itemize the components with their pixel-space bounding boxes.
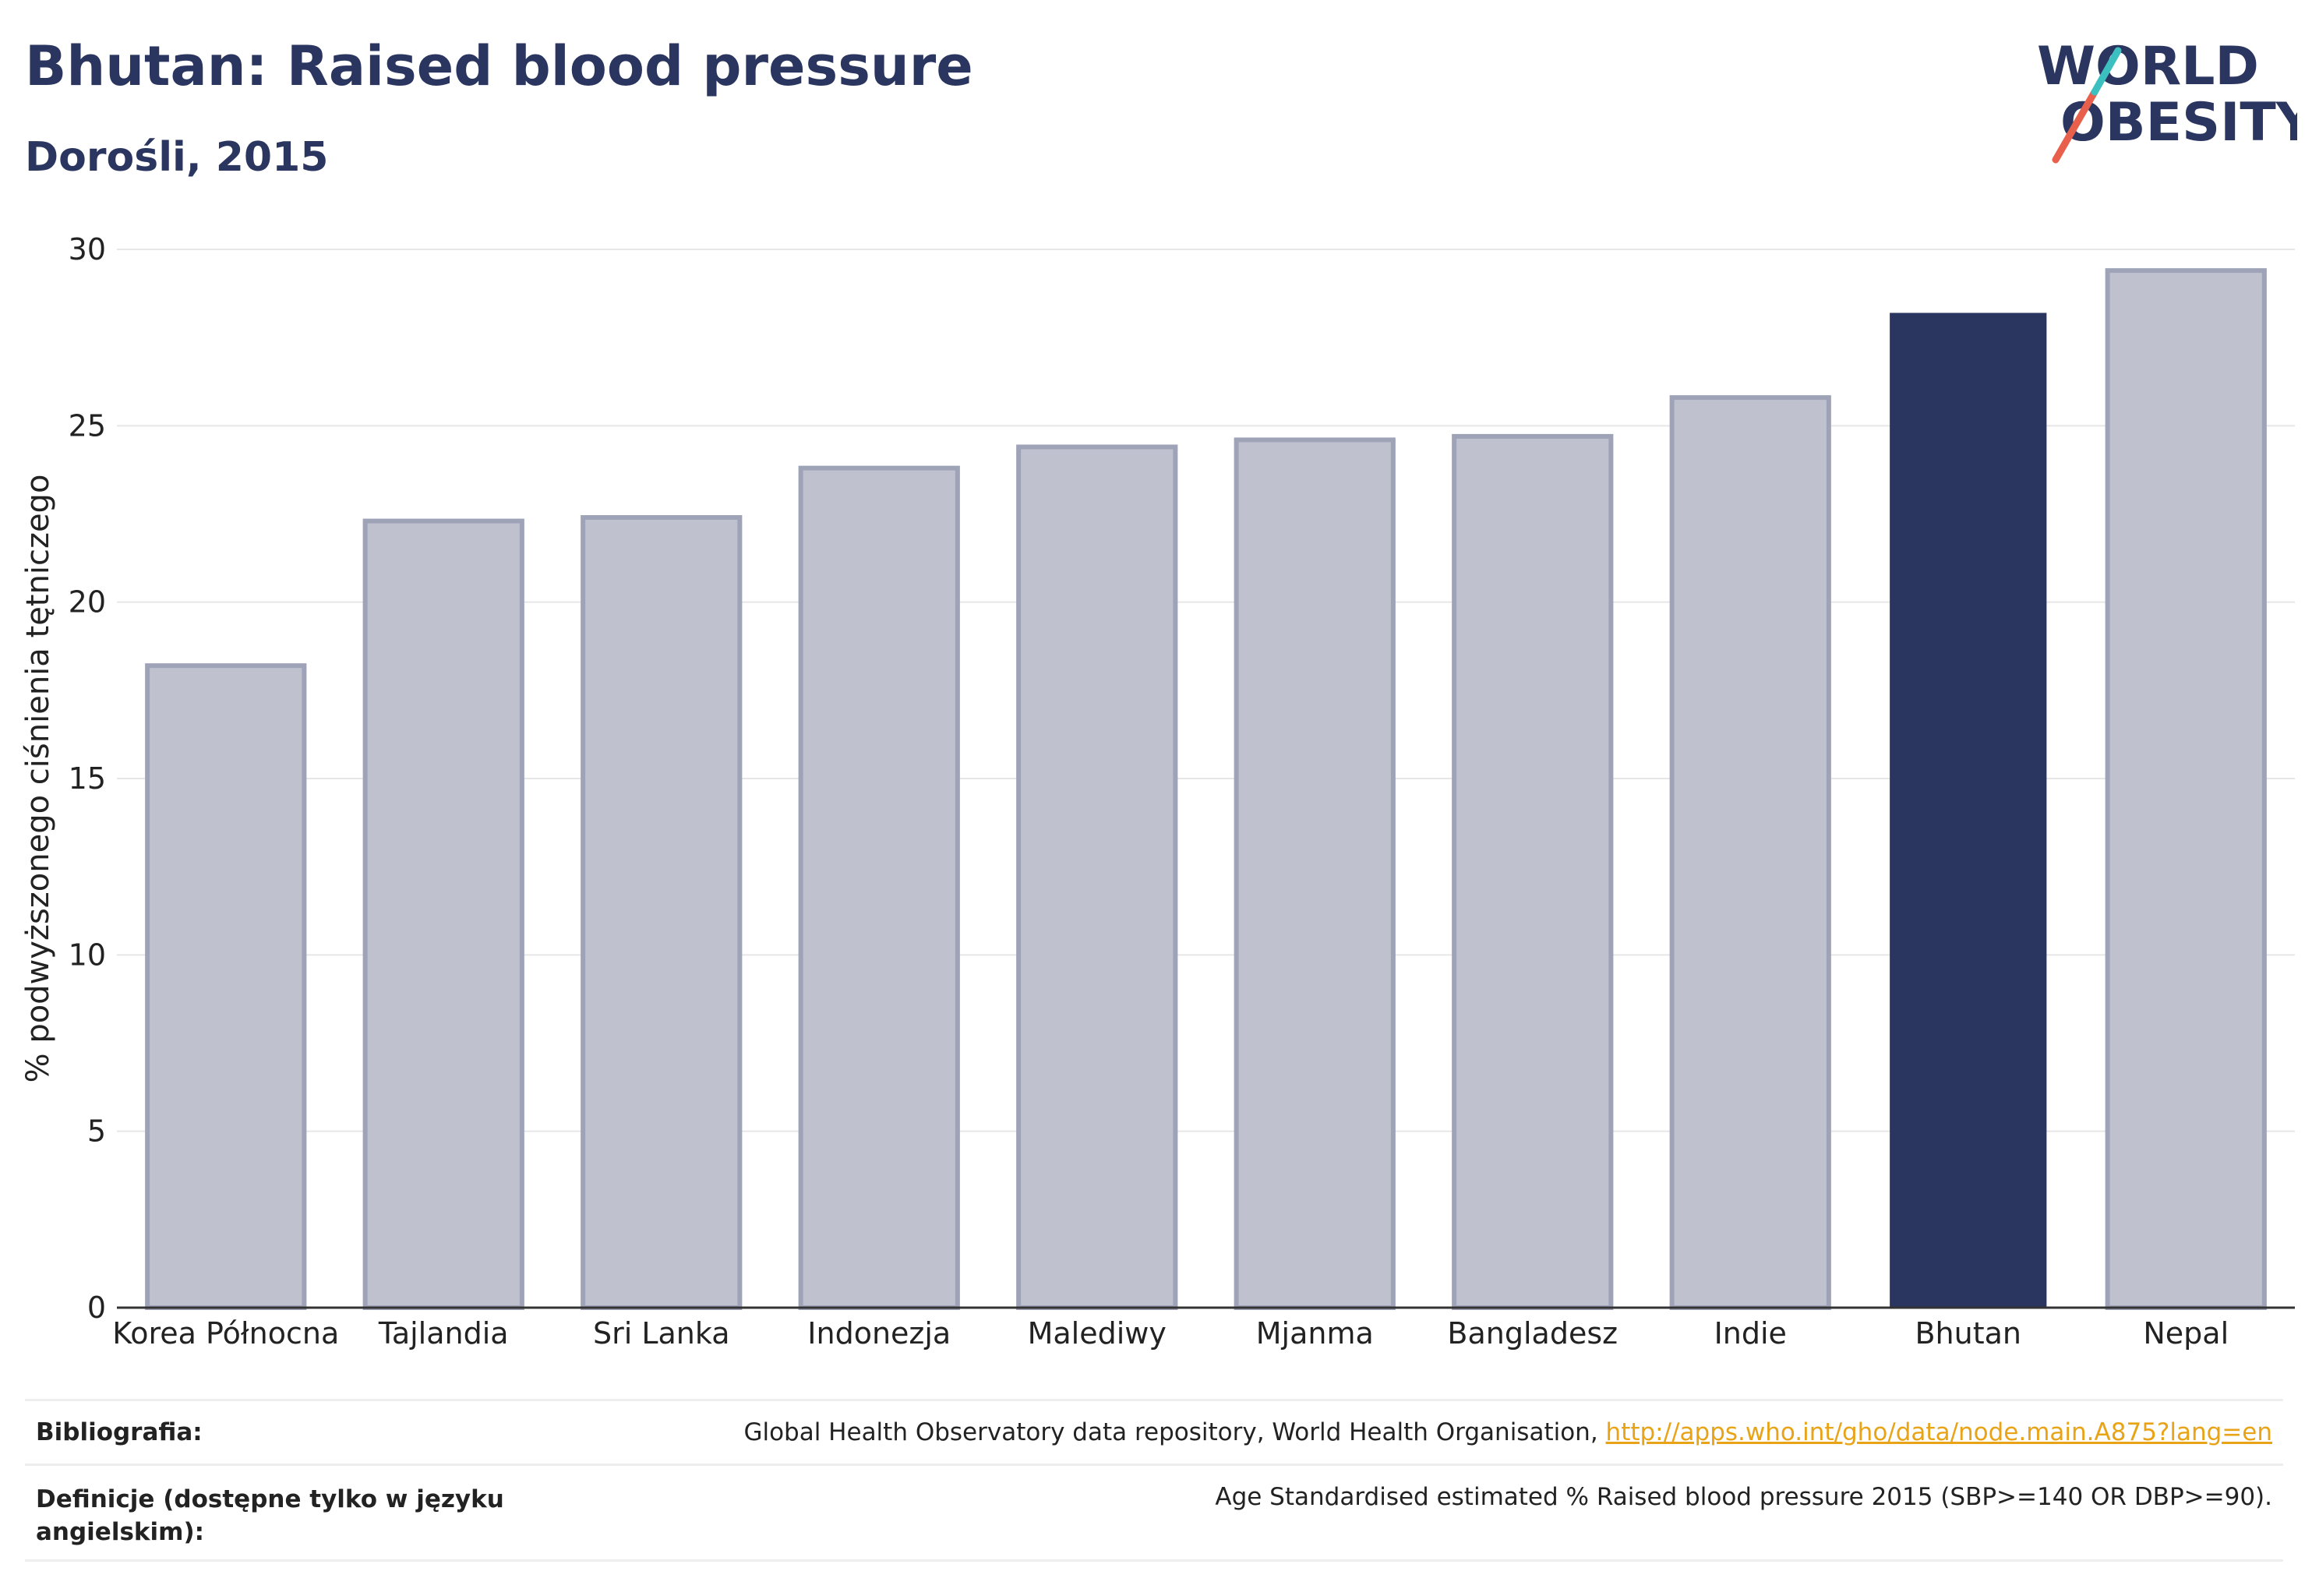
- x-tick-labels: Korea Północna Tajlandia Sri Lanka Indonezj…: [112, 1316, 2229, 1351]
- bars: [145, 268, 2267, 1311]
- y-tick-label: 20: [69, 585, 106, 620]
- y-tick-label: 25: [69, 408, 106, 443]
- y-tick-label: 5: [87, 1114, 106, 1149]
- x-tick-label: Nepal: [2143, 1316, 2229, 1351]
- bar-indonezja[interactable]: [798, 465, 960, 1310]
- x-tick-label: Korea Północna: [112, 1316, 339, 1351]
- chart-title: Bhutan: Raised blood pressure: [25, 34, 973, 98]
- source-label: Bibliografia:: [36, 1418, 203, 1446]
- source-text: Global Health Observatory data repositor…: [743, 1418, 1606, 1446]
- x-tick-label: Bhutan: [1915, 1316, 2021, 1351]
- y-tick-label: 10: [69, 937, 106, 972]
- y-tick-label: 15: [69, 761, 106, 796]
- source-link[interactable]: http://apps.who.int/gho/data/node.main.A…: [1605, 1418, 2272, 1446]
- world-obesity-logo: WORLD OBESITY: [2037, 36, 2297, 164]
- source-value: Global Health Observatory data repositor…: [743, 1418, 2272, 1446]
- chart-subtitle: Dorośli, 2015: [25, 134, 329, 181]
- bar-indie[interactable]: [1669, 395, 1831, 1310]
- logo-slash-red: [2052, 88, 2099, 164]
- definition-label: Definicje (dostępne tylko w języku angie…: [36, 1485, 504, 1546]
- chart-footer: Bibliografia: Global Health Observatory …: [25, 1399, 2283, 1562]
- x-tick-label: Tajlandia: [378, 1316, 509, 1351]
- bar-malediwy[interactable]: [1016, 444, 1178, 1311]
- bar-bhutan[interactable]: [1890, 312, 2047, 1308]
- y-axis-label: % podwyższonego ciśnienia tętniczego: [20, 475, 56, 1083]
- x-tick-label: Malediwy: [1028, 1316, 1167, 1351]
- bar-chart: 0 5 10 15 20 25 30 Korea Północna Tajlandia Sri …: [20, 232, 2295, 1351]
- y-tick-label: 0: [87, 1291, 106, 1325]
- definition-row: Definicje (dostępne tylko w języku angie…: [25, 1464, 2283, 1562]
- logo-text-obesity: OBESITY: [2060, 92, 2297, 154]
- bar-mjanma[interactable]: [1234, 437, 1396, 1311]
- bar-korea-północna[interactable]: [145, 663, 307, 1310]
- y-tick-labels: 0 5 10 15 20 25 30: [69, 232, 106, 1325]
- y-tick-label: 30: [69, 232, 106, 267]
- bar-tajlandia[interactable]: [362, 518, 524, 1310]
- definition-text: Age Standardised estimated % Raised bloo…: [1215, 1483, 2272, 1511]
- x-tick-label: Bangladesz: [1447, 1316, 1618, 1351]
- logo-text-world: WORLD: [2037, 36, 2259, 97]
- source-row: Bibliografia: Global Health Observatory …: [25, 1399, 2283, 1464]
- x-tick-label: Mjanma: [1256, 1316, 1374, 1351]
- logo-slash-teal: [2091, 47, 2122, 96]
- x-tick-label: Indie: [1714, 1316, 1787, 1351]
- bar-bangladesz[interactable]: [1452, 433, 1614, 1310]
- bar-nepal[interactable]: [2105, 268, 2267, 1310]
- bar-sri-lanka[interactable]: [581, 515, 743, 1310]
- x-tick-label: Sri Lanka: [593, 1316, 730, 1351]
- x-tick-label: Indonezja: [807, 1316, 951, 1351]
